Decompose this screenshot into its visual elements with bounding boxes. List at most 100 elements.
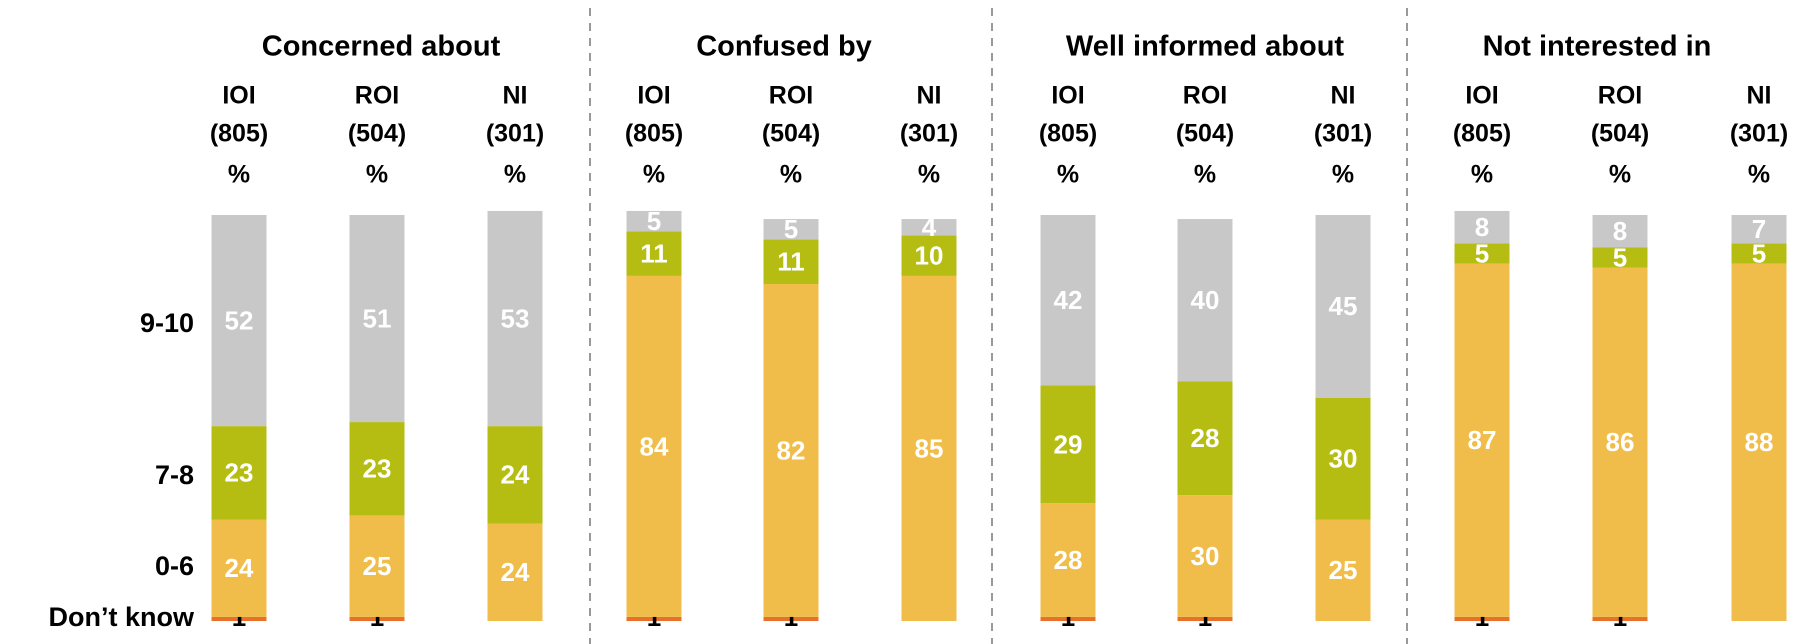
bar-segment bbox=[763, 239, 819, 285]
base-label: (504) bbox=[1591, 120, 1649, 148]
unit-label: % bbox=[366, 161, 388, 189]
unit-label: % bbox=[1057, 161, 1079, 189]
bar-segment bbox=[626, 616, 682, 621]
base-label: (301) bbox=[486, 120, 544, 148]
base-label: (805) bbox=[625, 120, 683, 148]
unit-label: % bbox=[1748, 161, 1770, 189]
bar-segment bbox=[1592, 267, 1648, 617]
bar-segment bbox=[211, 519, 267, 617]
panel-title: Confused by bbox=[696, 31, 872, 63]
value-label: 7 bbox=[1752, 214, 1766, 244]
bar-segment bbox=[1177, 616, 1233, 621]
value-label: 30 bbox=[1191, 541, 1220, 571]
category-label: NI bbox=[1747, 82, 1772, 110]
value-label: 53 bbox=[501, 303, 530, 333]
value-label: 51 bbox=[363, 303, 392, 333]
bar-segment bbox=[901, 219, 957, 236]
unit-label: % bbox=[504, 161, 526, 189]
bar-segment bbox=[1454, 210, 1510, 244]
unit-label: % bbox=[1609, 161, 1631, 189]
value-label: 84 bbox=[640, 431, 669, 461]
unit-label: % bbox=[228, 161, 250, 189]
category-label: IOI bbox=[1051, 82, 1084, 110]
bar-segment bbox=[626, 210, 682, 232]
value-label: 5 bbox=[647, 206, 661, 236]
value-label: 40 bbox=[1191, 285, 1220, 315]
unit-label: % bbox=[918, 161, 940, 189]
category-label: ROI bbox=[355, 82, 399, 110]
unit-label: % bbox=[1471, 161, 1493, 189]
bar-segment bbox=[1315, 519, 1371, 621]
category-label: IOI bbox=[1465, 82, 1498, 110]
bar-segment bbox=[1592, 247, 1648, 268]
value-label: 87 bbox=[1468, 425, 1497, 455]
value-label: 10 bbox=[915, 240, 944, 270]
bar-segment bbox=[763, 284, 819, 617]
category-label: IOI bbox=[637, 82, 670, 110]
bar-segment bbox=[349, 215, 405, 423]
category-label: ROI bbox=[769, 82, 813, 110]
bar-segment bbox=[211, 426, 267, 520]
value-label: 52 bbox=[225, 305, 254, 335]
value-label: 5 bbox=[1752, 238, 1766, 268]
bar-segment bbox=[1731, 243, 1787, 264]
category-label: IOI bbox=[222, 82, 255, 110]
bar-segment bbox=[626, 231, 682, 276]
base-label: (301) bbox=[900, 120, 958, 148]
bar-segment bbox=[901, 235, 957, 276]
bar-segment bbox=[1040, 385, 1096, 504]
base-label: (504) bbox=[762, 120, 820, 148]
value-label: 28 bbox=[1054, 545, 1083, 575]
bar-segment bbox=[1592, 616, 1648, 621]
value-label: 24 bbox=[501, 460, 530, 490]
bar-segment bbox=[1454, 616, 1510, 621]
bar-segment bbox=[1315, 215, 1371, 398]
bar-segment bbox=[211, 215, 267, 427]
bar-segment bbox=[626, 275, 682, 617]
value-label: 30 bbox=[1329, 443, 1358, 473]
bar-segment bbox=[1177, 219, 1233, 382]
value-label: 11 bbox=[640, 238, 668, 268]
bar-segment bbox=[763, 219, 819, 240]
value-label: 85 bbox=[915, 433, 944, 463]
bar-segment bbox=[1040, 616, 1096, 621]
bar-segment bbox=[1177, 495, 1233, 617]
panel-title: Not interested in bbox=[1483, 31, 1712, 63]
bar-segment bbox=[1040, 215, 1096, 386]
bar-segment bbox=[1454, 263, 1510, 617]
value-label: 45 bbox=[1329, 291, 1358, 321]
row-label: 0-6 bbox=[155, 551, 194, 581]
bar-segment bbox=[211, 616, 267, 621]
value-label: 23 bbox=[225, 458, 254, 488]
value-label: 25 bbox=[363, 551, 392, 581]
value-label: 5 bbox=[784, 214, 798, 244]
base-label: (805) bbox=[210, 120, 268, 148]
panel-title: Concerned about bbox=[262, 31, 501, 63]
bar-segment bbox=[349, 422, 405, 516]
unit-label: % bbox=[780, 161, 802, 189]
base-label: (805) bbox=[1039, 120, 1097, 148]
bar-segment bbox=[349, 515, 405, 617]
row-label: Don’t know bbox=[49, 602, 195, 632]
panel-title: Well informed about bbox=[1066, 31, 1345, 63]
value-label: 29 bbox=[1054, 429, 1083, 459]
value-label: 8 bbox=[1475, 212, 1489, 242]
value-label: 5 bbox=[1475, 238, 1489, 268]
value-label: 42 bbox=[1054, 285, 1083, 315]
bar-segment bbox=[487, 523, 543, 621]
bar-segment bbox=[487, 426, 543, 524]
row-label: 7-8 bbox=[155, 460, 194, 490]
bar-segment bbox=[1592, 215, 1648, 248]
category-label: NI bbox=[917, 82, 942, 110]
category-label: ROI bbox=[1183, 82, 1227, 110]
bar-segment bbox=[349, 616, 405, 621]
value-label: 11 bbox=[777, 247, 805, 277]
value-label: 82 bbox=[777, 435, 806, 465]
bar-segment bbox=[1177, 381, 1233, 496]
base-label: (805) bbox=[1453, 120, 1511, 148]
value-label: 25 bbox=[1329, 555, 1358, 585]
bar-segment bbox=[1731, 215, 1787, 244]
value-label: 5 bbox=[1613, 243, 1627, 273]
